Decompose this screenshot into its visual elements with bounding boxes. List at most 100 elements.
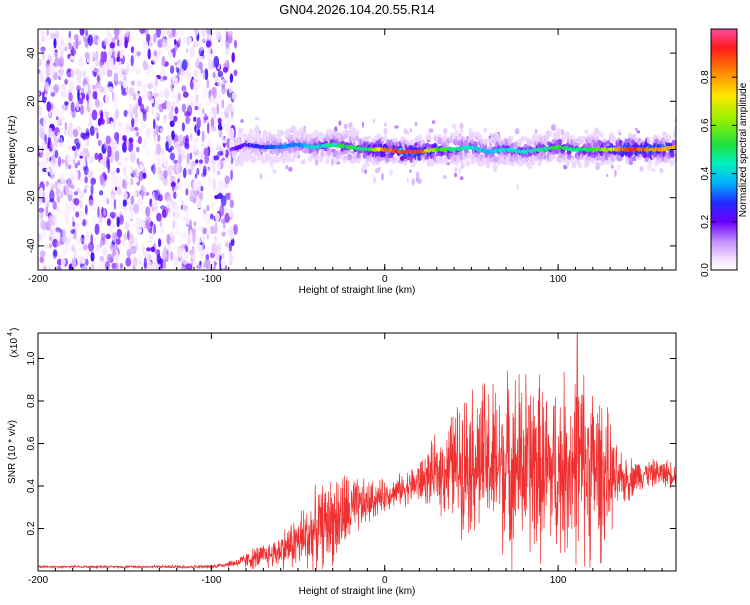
noise-blob xyxy=(172,76,177,81)
noise-blob xyxy=(75,211,80,218)
noise-blob xyxy=(216,159,221,171)
ridge-halo xyxy=(459,128,464,134)
noise-blob xyxy=(133,106,138,115)
noise-blob xyxy=(137,135,142,145)
noise-blob xyxy=(89,125,95,136)
ridge-halo xyxy=(460,162,466,169)
noise-blob xyxy=(128,215,133,220)
noise-blob xyxy=(198,38,202,47)
noise-blob xyxy=(99,212,103,224)
noise-blob xyxy=(174,106,179,115)
ridge-halo xyxy=(273,137,279,143)
noise-blob xyxy=(177,59,182,66)
spread-blob xyxy=(577,142,581,146)
noise-blob xyxy=(133,222,137,228)
noise-blob xyxy=(212,49,217,57)
noise-blob xyxy=(110,173,115,186)
noise-blob xyxy=(220,257,226,269)
spread-blob xyxy=(409,128,412,133)
noise-blob xyxy=(45,81,50,92)
ridge-halo xyxy=(484,138,489,143)
ridge-halo xyxy=(557,156,562,164)
noise-blob xyxy=(160,148,165,157)
noise-blob xyxy=(231,105,236,113)
noise-blob xyxy=(118,263,121,268)
spread-blob xyxy=(454,166,458,173)
noise-blob xyxy=(80,87,85,94)
ridge-halo xyxy=(403,160,408,166)
ridge-halo xyxy=(666,134,672,142)
y-tick-label: 1.0 xyxy=(26,351,37,365)
noise-blob xyxy=(44,93,47,98)
noise-blob xyxy=(230,169,233,181)
noise-blob xyxy=(162,29,167,37)
ridge-halo xyxy=(273,140,279,146)
noise-blob xyxy=(89,98,94,110)
noise-blob xyxy=(175,99,180,105)
noise-blob xyxy=(221,231,226,237)
ridge-halo xyxy=(262,132,268,139)
noise-blob xyxy=(171,130,175,141)
noise-blob xyxy=(123,233,128,241)
noise-blob xyxy=(157,48,161,58)
noise-blob xyxy=(215,212,220,222)
spread-blob xyxy=(616,164,621,171)
noise-blob xyxy=(202,108,205,115)
noise-blob xyxy=(221,120,225,129)
noise-blob xyxy=(127,230,130,240)
spread-blob xyxy=(240,119,244,123)
noise-blob xyxy=(178,181,181,187)
noise-blob xyxy=(124,38,128,49)
noise-blob xyxy=(65,209,70,218)
noise-blob xyxy=(114,186,118,191)
noise-blob xyxy=(206,40,212,48)
noise-blob xyxy=(129,95,133,101)
ridge-halo xyxy=(634,137,639,143)
noise-blob xyxy=(43,35,48,42)
noise-blob xyxy=(122,191,128,200)
colorbar: 0.0 0.2 0.4 0.6 0.8 Normalized spectral ampl… xyxy=(700,28,749,277)
noise-blob xyxy=(80,236,83,245)
noise-blob xyxy=(105,233,111,240)
snr-panel: -200 -100 0 100 0.2 0.4 0.6 0.8 1.0 Height of st… xyxy=(7,328,677,597)
noise-blob xyxy=(130,165,133,174)
noise-blob xyxy=(201,172,205,178)
noise-blob xyxy=(119,37,123,49)
noise-blob xyxy=(62,84,67,96)
noise-blob xyxy=(169,145,174,151)
noise-blob xyxy=(113,175,120,185)
ridge-halo xyxy=(465,159,470,167)
noise-blob xyxy=(99,159,105,165)
noise-blob xyxy=(75,38,79,50)
noise-blob xyxy=(166,196,173,203)
noise-blob xyxy=(123,75,127,81)
noise-blob xyxy=(82,153,87,158)
noise-blob xyxy=(173,202,180,214)
noise-blob xyxy=(93,38,96,45)
noise-blob xyxy=(202,235,206,247)
noise-blob xyxy=(61,159,65,164)
ridge-halo xyxy=(599,132,605,138)
noise-blob xyxy=(224,149,229,158)
noise-blob xyxy=(69,81,73,90)
ridge-halo xyxy=(454,160,460,167)
noise-blob xyxy=(85,94,89,101)
noise-blob xyxy=(139,29,146,35)
ridge-halo xyxy=(654,138,659,145)
noise-blob xyxy=(159,90,165,98)
noise-blob xyxy=(66,154,71,166)
ridge-halo xyxy=(248,128,254,137)
noise-blob xyxy=(204,258,211,270)
noise-blob xyxy=(224,105,229,115)
noise-blob xyxy=(206,248,210,254)
ridge-halo xyxy=(354,135,360,141)
spread-blob xyxy=(454,172,457,178)
noise-blob xyxy=(136,228,143,233)
y-tick-label: 0.4 xyxy=(26,479,37,493)
noise-blob xyxy=(107,47,113,58)
noise-blob xyxy=(138,170,144,181)
ridge-halo xyxy=(577,162,583,169)
noise-blob xyxy=(227,155,232,163)
noise-blob xyxy=(110,206,114,212)
noise-blob xyxy=(80,132,85,139)
